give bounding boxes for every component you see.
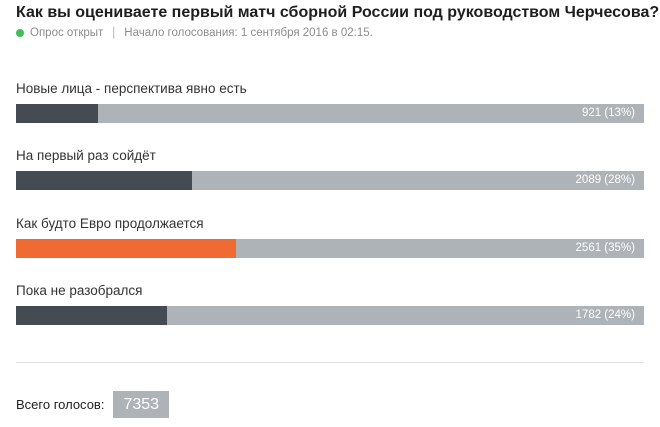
option-label: На первый раз сойдёт [16, 148, 156, 163]
option-label: Пока не разобрался [16, 283, 143, 298]
poll-option[interactable]: Новые лица - перспектива явно есть 921 (… [16, 80, 644, 123]
result-bar: 921 (13%) [16, 104, 644, 123]
result-bar: 2561 (35%) [16, 239, 644, 258]
poll-start-date: Начало голосования: 1 сентября 2016 в 02… [124, 27, 373, 39]
total-votes: Всего голосов: 7353 [16, 391, 170, 418]
result-bar-fill [16, 239, 236, 258]
poll-option[interactable]: Как будто Евро продолжается 2561 (35%) [16, 215, 644, 258]
option-label: Новые лица - перспектива явно есть [16, 81, 247, 96]
poll-title: Как вы оцениваете первый матч сборной Ро… [16, 4, 660, 21]
result-bar-fill [16, 171, 192, 190]
result-value: 921 (13%) [581, 107, 635, 119]
result-value: 1782 (24%) [575, 309, 635, 321]
poll-meta: Опрос открыт | Начало голосования: 1 сен… [16, 27, 373, 39]
result-bar: 2089 (28%) [16, 171, 644, 190]
meta-separator: | [112, 27, 116, 39]
poll-option[interactable]: Пока не разобрался 1782 (24%) [16, 282, 644, 325]
poll-option[interactable]: На первый раз сойдёт 2089 (28%) [16, 147, 644, 190]
total-votes-label: Всего голосов: [16, 397, 105, 412]
result-bar-fill [16, 104, 98, 123]
result-bar: 1782 (24%) [16, 306, 644, 325]
result-value: 2089 (28%) [575, 174, 635, 186]
result-value: 2561 (35%) [575, 242, 635, 254]
total-votes-count: 7353 [113, 391, 170, 418]
poll-status: Опрос открыт [30, 27, 104, 39]
divider [16, 362, 644, 363]
status-dot-icon [16, 29, 24, 37]
option-label: Как будто Евро продолжается [16, 216, 204, 231]
result-bar-fill [16, 306, 167, 325]
